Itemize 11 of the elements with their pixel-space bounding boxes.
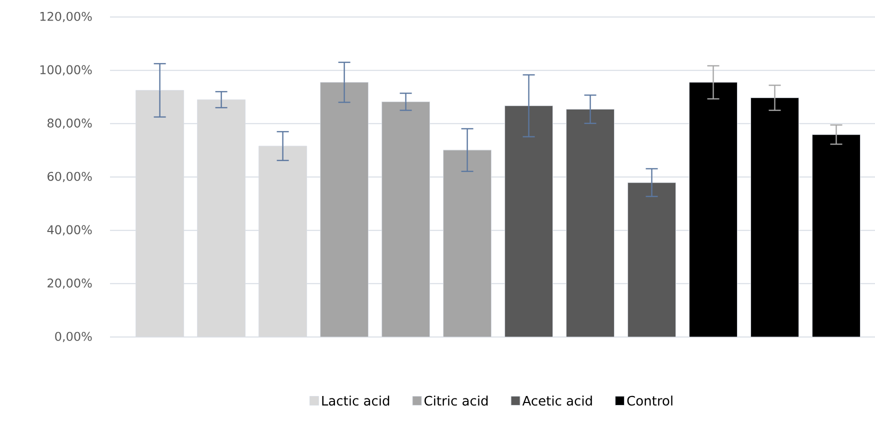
y-tick-label: 0,00% xyxy=(55,332,92,342)
legend-label: Control xyxy=(627,396,672,406)
legend-label: Citric acid xyxy=(424,396,488,406)
y-tick-label: 20,00% xyxy=(48,278,92,289)
y-tick-label: 120,00% xyxy=(40,12,92,22)
y-tick-label: 80,00% xyxy=(48,118,92,129)
legend-label: Acetic acid xyxy=(522,396,592,406)
y-tick-label: 40,00% xyxy=(47,225,92,236)
legend-label: Lactic acid xyxy=(322,396,390,406)
y-tick-label: 60,00% xyxy=(48,172,92,182)
y-tick-label: 100,00% xyxy=(40,65,92,76)
